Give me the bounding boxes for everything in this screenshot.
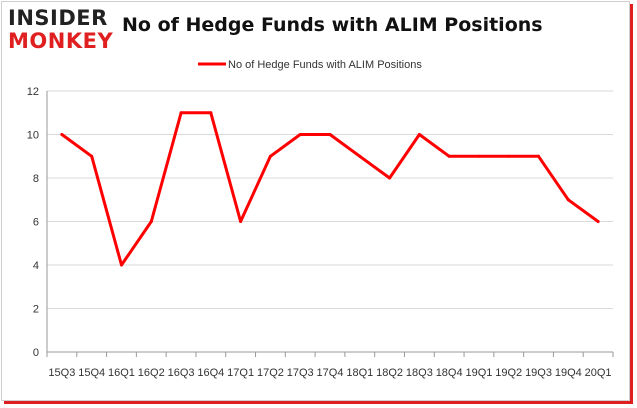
data-point [566, 198, 570, 202]
x-tick-label: 19Q4 [555, 367, 582, 379]
chart-frame [1, 1, 630, 401]
y-tick-label: 6 [33, 217, 39, 229]
data-point [268, 154, 272, 158]
data-point [90, 154, 94, 158]
data-point [388, 176, 392, 180]
x-tick-label: 19Q3 [525, 367, 552, 379]
data-point [507, 154, 511, 158]
data-point [239, 220, 243, 223]
y-tick-label: 0 [33, 347, 39, 359]
x-tick-label: 19Q1 [465, 367, 492, 379]
data-point [149, 220, 153, 223]
data-point [60, 133, 64, 136]
x-tick-label: 17Q3 [287, 367, 314, 379]
data-point [298, 133, 302, 136]
x-tick-label: 17Q2 [257, 367, 284, 379]
data-point [596, 220, 600, 223]
data-point [477, 154, 481, 158]
data-point [209, 111, 213, 115]
y-tick-label: 12 [27, 86, 39, 98]
y-tick-label: 2 [33, 304, 39, 316]
x-tick-label: 18Q1 [346, 367, 373, 379]
chart-title: No of Hedge Funds with ALIM Positions [122, 14, 543, 36]
logo-line-1: INSIDER [8, 6, 108, 30]
y-tick-label: 10 [27, 130, 39, 142]
y-tick-label: 8 [33, 173, 39, 185]
data-point [447, 154, 451, 158]
x-tick-label: 18Q4 [436, 367, 463, 379]
x-tick-label: 15Q4 [78, 367, 105, 379]
x-tick-label: 18Q2 [376, 367, 403, 379]
x-tick-label: 15Q3 [48, 367, 75, 379]
x-tick-label: 17Q4 [317, 367, 344, 379]
x-tick-label: 16Q1 [108, 367, 135, 379]
y-tick-label: 4 [33, 260, 39, 272]
data-point [119, 263, 123, 267]
data-point [328, 133, 332, 136]
data-point [358, 154, 362, 158]
x-tick-label: 17Q1 [227, 367, 254, 379]
insider-monkey-logo: INSIDER MONKEY [8, 6, 118, 56]
logo-line-2: MONKEY [8, 29, 114, 53]
x-tick-label: 19Q2 [495, 367, 522, 379]
data-point [179, 111, 183, 115]
data-point [537, 154, 541, 158]
x-tick-label: 18Q3 [406, 367, 433, 379]
x-tick-label: 16Q4 [197, 367, 224, 379]
legend-label: No of Hedge Funds with ALIM Positions [228, 59, 422, 71]
data-point [417, 133, 421, 136]
x-tick-label: 16Q2 [138, 367, 165, 379]
x-tick-label: 20Q1 [585, 367, 612, 379]
x-tick-label: 16Q3 [168, 367, 195, 379]
